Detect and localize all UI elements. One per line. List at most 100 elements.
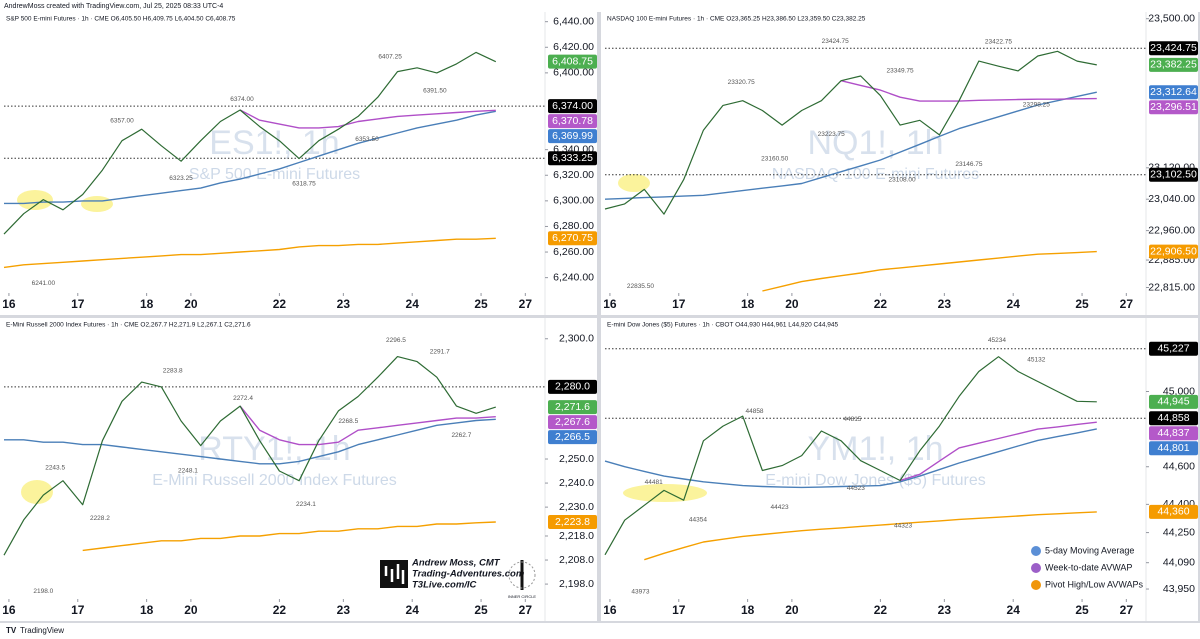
annotation: 6374.00 (230, 96, 254, 103)
y-tick-label: 6,440.00 (553, 15, 594, 27)
annotation: 2296.5 (386, 337, 406, 344)
branding-mark (508, 561, 536, 589)
annotation: 22835.50 (627, 283, 654, 290)
y-tick-label: 22,815.00 (1148, 281, 1195, 293)
price-label-box (1149, 411, 1198, 426)
price-label-box (548, 54, 597, 69)
legend-dot (1031, 546, 1041, 556)
price-line (3, 51, 497, 235)
watermark-name: E-Mini Russell 2000 Index Futures (152, 472, 397, 489)
highlight (81, 196, 113, 212)
annotation: 6391.50 (423, 87, 447, 94)
price-line (3, 356, 496, 556)
x-tick-label: 18 (741, 603, 755, 617)
x-tick-label: 27 (519, 297, 533, 311)
indicator-line (3, 237, 496, 269)
annotation: 2283.8 (163, 367, 183, 374)
price-label-box (548, 99, 597, 114)
x-tick-label: 18 (140, 297, 154, 311)
header-bar (0, 0, 1200, 12)
y-tick-label: 2,250.0 (559, 453, 594, 465)
branding: Andrew Moss, CMTTrading-Adventures.comT3… (380, 558, 536, 599)
annotation: 6318.75 (292, 181, 316, 188)
price-label-box (1149, 504, 1198, 519)
annotation: 45132 (1027, 356, 1045, 363)
y-tick-label: 44,600 (1163, 461, 1195, 473)
annotation: 2272.4 (233, 395, 253, 402)
annotation: 6407.25 (378, 53, 402, 60)
annotation: 23422.75 (985, 39, 1012, 46)
price-label: 6,333.25 (552, 152, 593, 164)
price-label-box (1149, 167, 1198, 182)
price-label-box (1149, 41, 1198, 56)
x-tick-label: 25 (474, 297, 488, 311)
highlight (623, 484, 707, 502)
x-tick-label: 20 (184, 603, 198, 617)
x-tick-label: 23 (938, 603, 952, 617)
panel-title: NASDAQ 100 E-mini Futures · 1h · CME O23… (607, 16, 866, 23)
x-tick-label: 23 (337, 603, 351, 617)
price-label: 44,837 (1157, 427, 1189, 439)
annotation: 23320.75 (728, 79, 755, 86)
legend-label: Pivot High/Low AVWAPs (1045, 579, 1144, 589)
price-label: 2,280.0 (555, 381, 590, 393)
x-tick-label: 16 (2, 297, 16, 311)
price-label-box (1149, 394, 1198, 409)
x-tick-label: 24 (406, 603, 420, 617)
y-tick-label: 2,300.0 (559, 333, 594, 345)
highlight (618, 174, 650, 192)
annotation: 2268.5 (338, 418, 358, 425)
y-tick-label: 2,218.0 (559, 530, 594, 542)
x-tick-label: 27 (1120, 297, 1134, 311)
x-tick-label: 17 (71, 297, 85, 311)
price-label: 23,102.50 (1150, 168, 1197, 180)
y-tick-label: 6,300.00 (553, 195, 594, 207)
price-label-box (548, 114, 597, 129)
price-label: 2,266.5 (555, 431, 590, 443)
annotation: 44323 (894, 523, 912, 530)
price-label-box (548, 400, 597, 415)
price-label-box (1149, 341, 1198, 356)
annotation: 2234.1 (296, 501, 316, 508)
price-label: 6,270.75 (552, 232, 593, 244)
annotation: 6357.00 (110, 118, 134, 125)
y-tick-label: 2,208.0 (559, 554, 594, 566)
legend-label: Week-to-date AVWAP (1045, 562, 1132, 572)
annotation: 2291.7 (430, 348, 450, 355)
x-tick-label: 17 (71, 603, 85, 617)
branding-site: T3Live.com/IC (412, 580, 477, 591)
price-label-box (1149, 57, 1198, 72)
panel-title: S&P 500 E-mini Futures · 1h · CME O6,405… (6, 16, 236, 23)
price-label: 22,906.50 (1150, 245, 1197, 257)
highlight (17, 190, 53, 210)
watermark-symbol: YM1!, 1h (807, 430, 943, 468)
legend-label: 5-day Moving Average (1045, 545, 1134, 555)
x-tick-label: 22 (874, 297, 888, 311)
y-tick-label: 44,250 (1163, 526, 1195, 538)
x-tick-label: 27 (1120, 603, 1134, 617)
price-label-box (548, 231, 597, 246)
price-label-box (548, 430, 597, 445)
price-label: 23,296.51 (1150, 101, 1197, 113)
panel-title: E-Mini Russell 2000 Index Futures · 1h ·… (6, 322, 251, 329)
y-tick-label: 45,000 (1163, 385, 1195, 397)
indicator-line (840, 80, 1097, 102)
price-label: 6,370.78 (552, 115, 593, 127)
price-label: 23,312.64 (1150, 86, 1197, 98)
price-label-box (1149, 85, 1198, 100)
price-label: 44,858 (1157, 412, 1189, 424)
y-tick-label: 2,240.0 (559, 477, 594, 489)
indicator-line (82, 521, 496, 552)
indicator-line (604, 91, 1097, 200)
x-tick-label: 17 (672, 297, 686, 311)
indicator-line (4, 110, 496, 205)
x-tick-label: 25 (1075, 297, 1089, 311)
indicator-line (604, 428, 1097, 489)
y-tick-label: 6,240.00 (553, 271, 594, 283)
indicator-line (899, 421, 1097, 482)
branding-site: Trading-Adventures.com (412, 569, 525, 580)
header-text: AndrewMoss created with TradingView.com,… (4, 3, 223, 10)
price-line (604, 50, 1097, 215)
indicator-line (239, 109, 496, 129)
panel (0, 318, 597, 621)
